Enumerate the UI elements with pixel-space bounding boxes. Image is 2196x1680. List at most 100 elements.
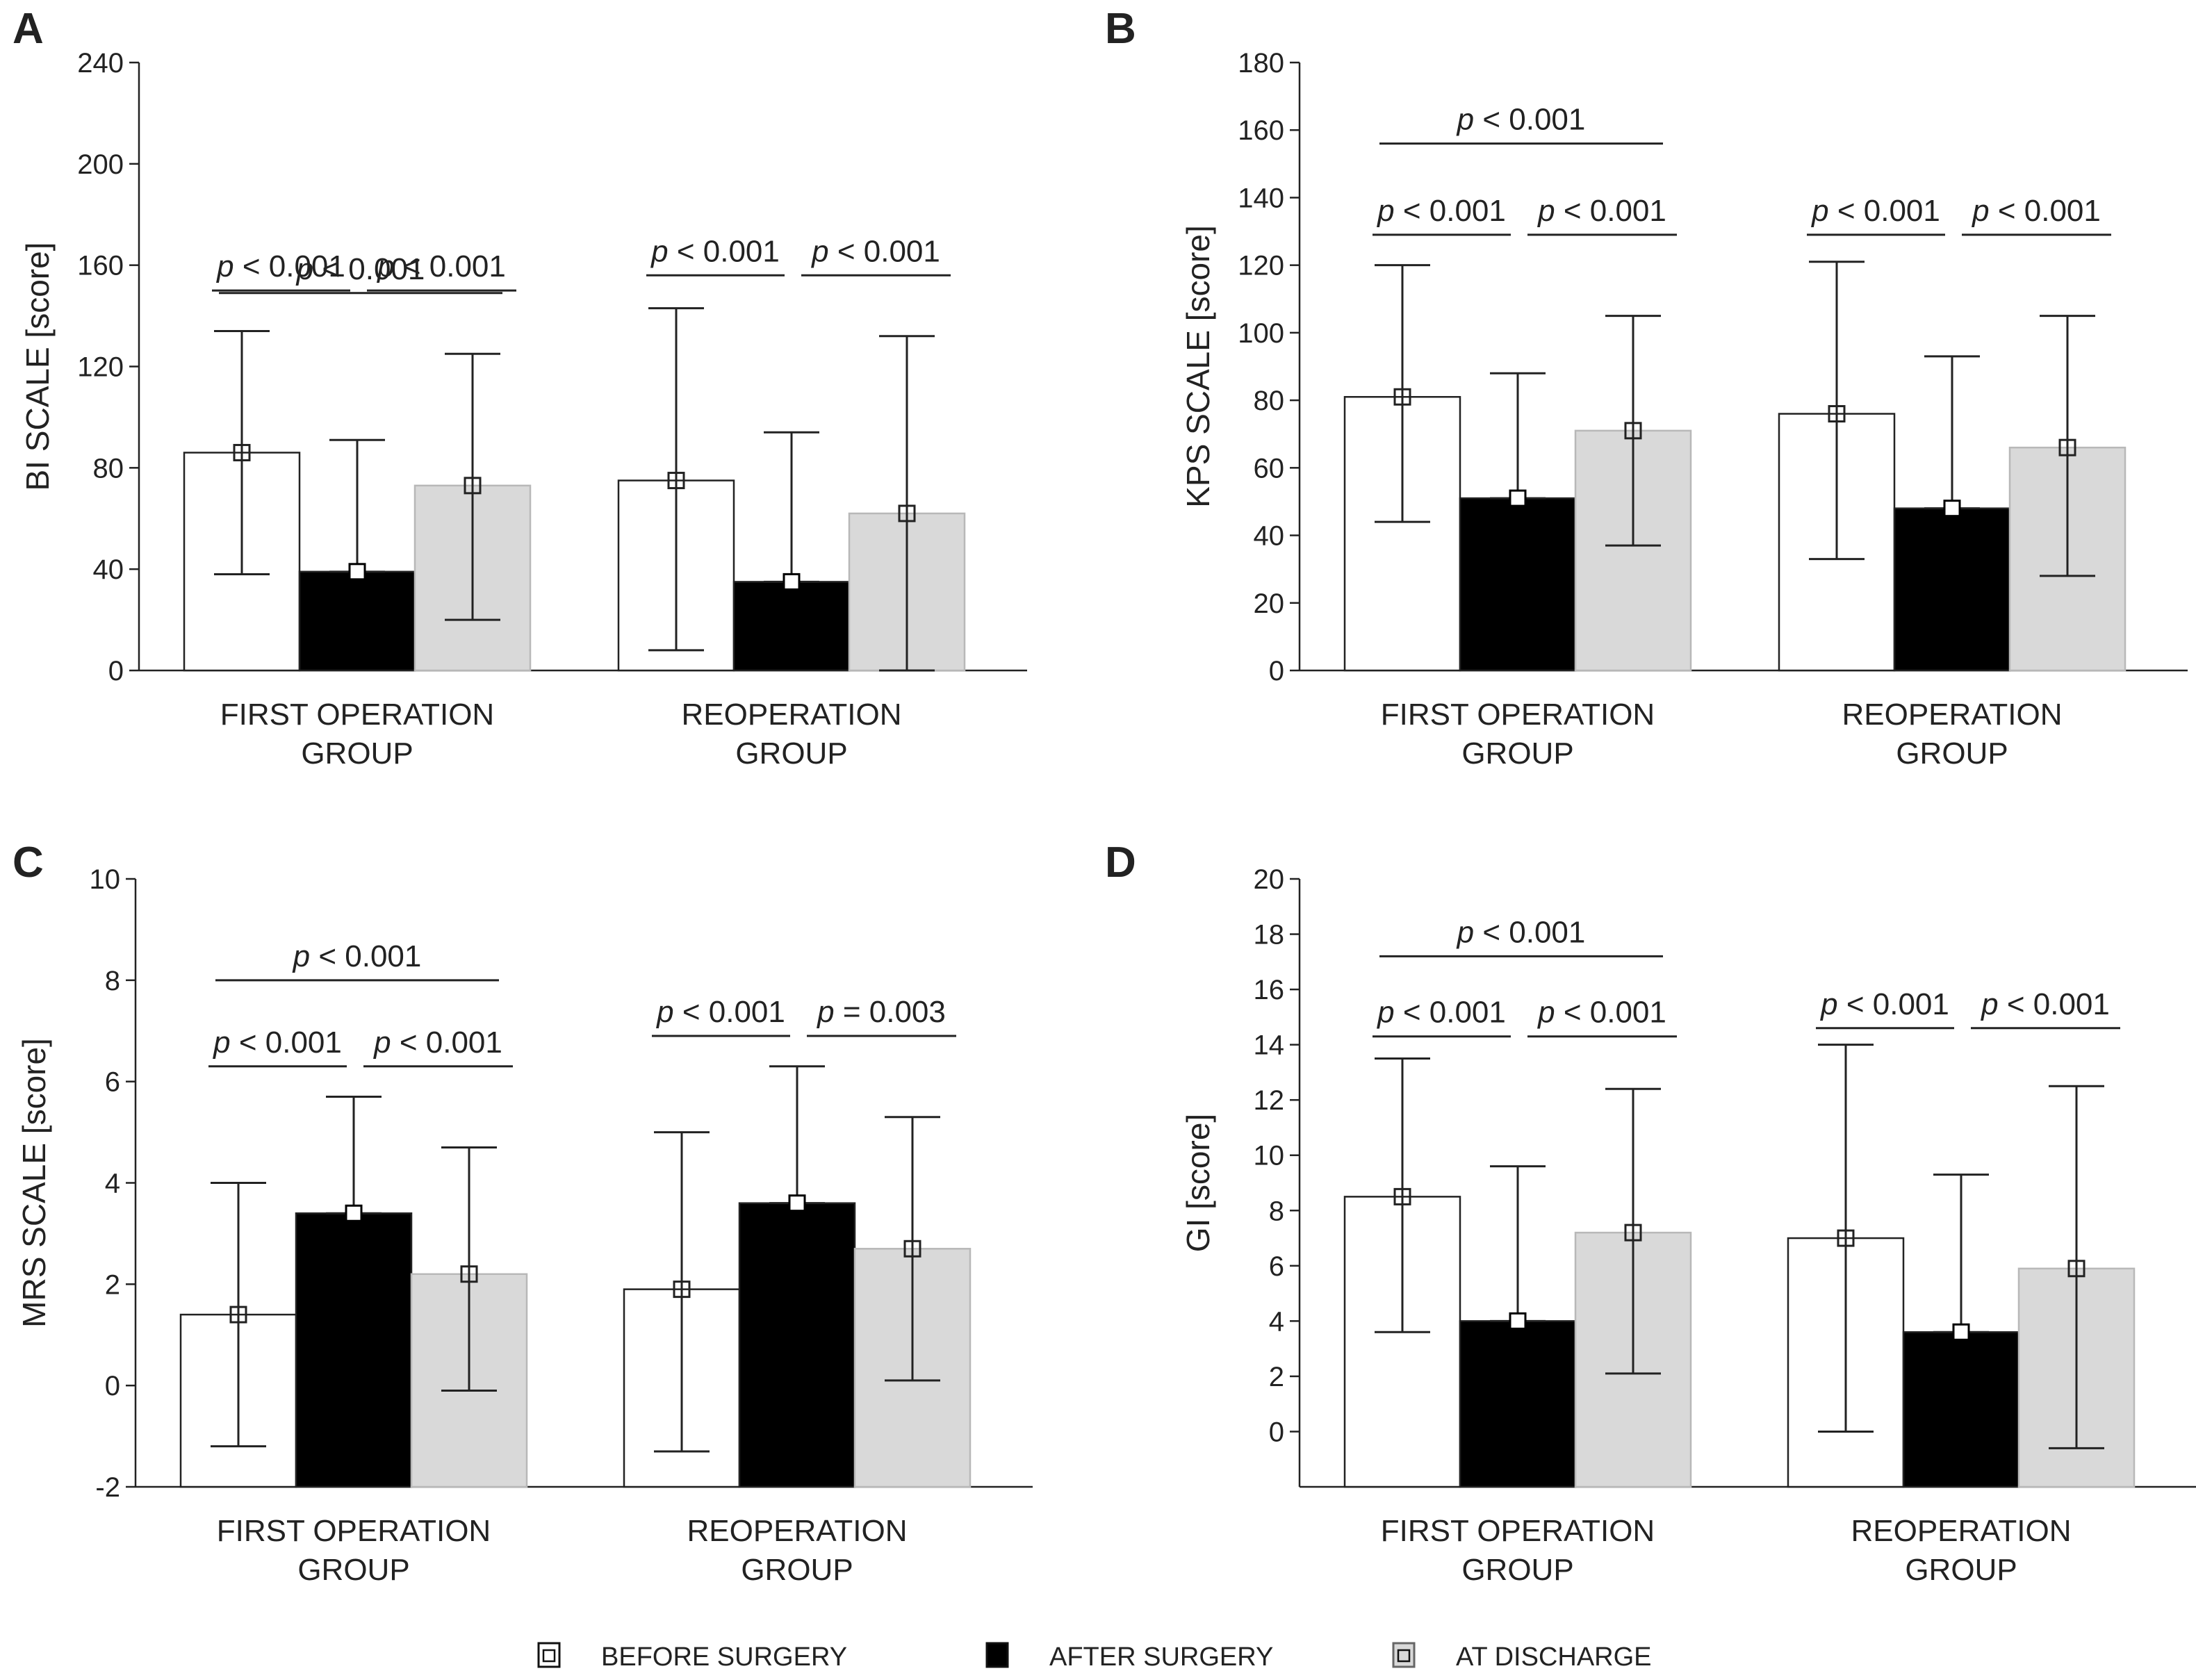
y-tick-label: 18 [1254, 920, 1285, 950]
p-value-label: p < 0.001 [295, 252, 425, 286]
x-category-label: GROUP [1461, 736, 1573, 771]
mean-marker [1952, 1323, 1970, 1341]
y-tick-label: 0 [105, 1371, 120, 1401]
y-tick-label: 6 [105, 1067, 120, 1098]
legend-swatch [985, 1642, 1009, 1668]
mean-marker [667, 472, 685, 490]
p-value-label: p < 0.001 [372, 1026, 502, 1060]
bar-after-surgery [738, 1202, 856, 1488]
x-category-label: GROUP [735, 736, 847, 771]
y-axis-title: GI [score] [1180, 1114, 1216, 1252]
panel-letter: D [1105, 839, 1136, 887]
y-tick-label: 20 [1254, 864, 1285, 895]
x-category-label: REOPERATION [1842, 698, 2062, 732]
bar-after-surgery [1459, 497, 1577, 672]
x-category-label: GROUP [1461, 1553, 1573, 1587]
y-tick-label: 6 [1269, 1251, 1284, 1282]
panel-a: A 0 40 80 120 160 200 240 BI SCALE [score] FIRST … [13, 5, 1027, 771]
y-tick-label: 4 [105, 1169, 120, 1199]
mean-marker [782, 573, 801, 591]
y-tick-label: 180 [1238, 48, 1284, 79]
y-tick-label: 40 [93, 554, 124, 585]
panel-d: D 0 2 4 6 8 10 12 14 16 18 20 GI [score] FIRST OPERAT… [1105, 839, 2196, 1587]
y-tick-label: 40 [1254, 521, 1285, 552]
mean-marker [1943, 500, 1961, 518]
y-tick-label: 2 [105, 1269, 120, 1300]
p-value-label: p < 0.001 [655, 995, 785, 1029]
x-category-label: REOPERATION [687, 1514, 907, 1548]
y-tick-label: 160 [1238, 115, 1284, 146]
y-tick-label: 200 [77, 149, 124, 180]
p-value-label: p < 0.001 [292, 939, 422, 973]
y-tick-label: 8 [105, 966, 120, 996]
bar-at-discharge [1574, 429, 1692, 672]
y-tick-label: 4 [1269, 1306, 1284, 1337]
y-tick-label: 0 [108, 656, 124, 686]
p-value-label: p < 0.001 [376, 249, 506, 283]
mean-marker [673, 1280, 691, 1299]
y-axis-title: BI SCALE [score] [19, 242, 56, 491]
legend-swatch [537, 1642, 561, 1668]
p-value-label: p < 0.001 [1971, 194, 2101, 228]
p-value-label: p < 0.001 [215, 249, 345, 283]
y-tick-label: 80 [1254, 386, 1285, 416]
x-category-label: REOPERATION [1851, 1514, 2071, 1548]
legend-swatch [1392, 1642, 1416, 1668]
mean-marker [460, 1265, 478, 1283]
x-category-label: GROUP [297, 1553, 409, 1587]
panel-c: C -2 0 2 4 6 8 10 MRS SCALE [score] FIRST OPERATI… [13, 839, 1033, 1587]
y-tick-label: -2 [95, 1472, 120, 1503]
y-tick-label: 140 [1238, 183, 1284, 213]
legend-marker [542, 1649, 556, 1663]
legend-label: AFTER SURGERY [1049, 1642, 1273, 1672]
bar-after-surgery [732, 581, 851, 672]
bar-after-surgery [295, 1212, 413, 1488]
mean-marker [1624, 422, 1642, 440]
x-category-label: FIRST OPERATION [220, 698, 494, 732]
panel-letter: B [1105, 5, 1136, 53]
x-category-label: REOPERATION [681, 698, 901, 732]
mean-marker [2058, 438, 2076, 456]
mean-marker [1837, 1229, 1855, 1247]
p-value-label: p < 0.001 [810, 234, 940, 268]
y-tick-label: 0 [1269, 656, 1284, 686]
y-tick-label: 240 [77, 48, 124, 79]
panel-letter: A [13, 5, 44, 53]
x-category-label: FIRST OPERATION [1381, 1514, 1655, 1548]
mean-marker [1624, 1224, 1642, 1242]
bar-after-surgery [1902, 1331, 2020, 1488]
mean-marker [1509, 489, 1527, 507]
panel-letter: C [13, 839, 44, 887]
y-tick-label: 10 [90, 864, 121, 895]
x-category-label: GROUP [301, 736, 413, 771]
y-tick-label: 120 [77, 352, 124, 383]
y-tick-label: 14 [1254, 1030, 1285, 1061]
y-axis-title: KPS SCALE [score] [1180, 225, 1216, 508]
x-category-label: GROUP [741, 1553, 853, 1587]
mean-marker [348, 563, 366, 581]
y-tick-label: 20 [1254, 588, 1285, 619]
y-tick-label: 60 [1254, 453, 1285, 484]
p-value-label: p < 0.001 [1537, 996, 1666, 1030]
legend-label: AT DISCHARGE [1456, 1642, 1652, 1672]
panel-b: B 0 20 40 60 80 100 120 140 160 180 KPS SCALE [scor… [1105, 5, 2188, 771]
y-tick-label: 160 [77, 251, 124, 281]
mean-marker [345, 1204, 363, 1222]
x-category-label: FIRST OPERATION [217, 1514, 491, 1548]
mean-marker [788, 1194, 806, 1212]
y-tick-label: 100 [1238, 318, 1284, 349]
p-value-label: p < 0.001 [1376, 996, 1506, 1030]
y-tick-label: 16 [1254, 975, 1285, 1005]
p-value-label: p < 0.001 [1456, 915, 1586, 949]
y-tick-label: 12 [1254, 1085, 1285, 1116]
mean-marker [1828, 405, 1846, 423]
legend-label: BEFORE SURGERY [601, 1642, 847, 1672]
p-value-label: p < 0.001 [1376, 194, 1506, 228]
p-value-label: p < 0.001 [1819, 987, 1949, 1021]
mean-marker [464, 477, 482, 495]
x-category-label: GROUP [1896, 736, 2008, 771]
y-tick-label: 2 [1269, 1362, 1284, 1392]
x-category-label: GROUP [1905, 1553, 2017, 1587]
x-category-label: FIRST OPERATION [1381, 698, 1655, 732]
